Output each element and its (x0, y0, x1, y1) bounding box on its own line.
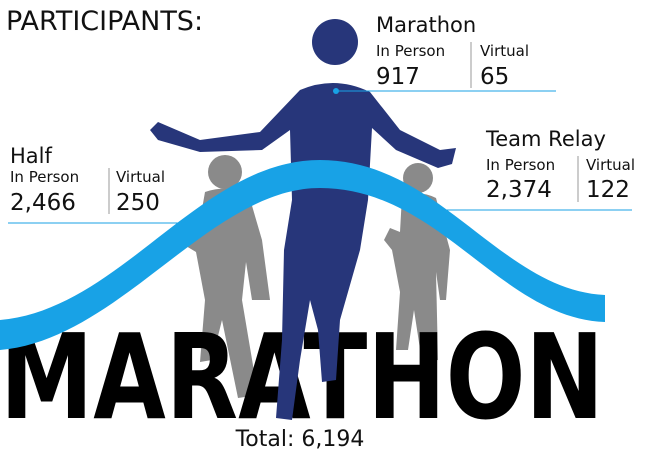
value: 250 (116, 190, 160, 216)
column-label: Virtual (586, 156, 635, 174)
value: 2,374 (486, 177, 552, 203)
title: PARTICIPANTS: (6, 6, 203, 37)
pointer-dot (425, 207, 431, 213)
column-label: Virtual (116, 168, 165, 186)
column-label: In Person (376, 42, 445, 60)
value: 122 (586, 177, 630, 203)
event-half: Half In Person Virtual 2,466 250 (8, 144, 203, 226)
infographic: MARATHON PARTICIPANTS: Marathon In Perso… (0, 0, 646, 458)
event-team-relay: Team Relay In Person Virtual 2,374 122 (425, 127, 635, 213)
pointer-dot (197, 220, 203, 226)
column-label: In Person (486, 156, 555, 174)
event-name: Half (10, 144, 52, 168)
event-name: Marathon (376, 13, 476, 37)
column-label: In Person (10, 168, 79, 186)
column-label: Virtual (480, 42, 529, 60)
value: 2,466 (10, 190, 76, 216)
value: 917 (376, 64, 420, 90)
total: Total: 6,194 (235, 427, 365, 452)
value: 65 (480, 64, 509, 90)
pointer-dot (333, 88, 339, 94)
event-marathon: Marathon In Person Virtual 917 65 (333, 13, 556, 94)
event-name: Team Relay (485, 127, 606, 151)
